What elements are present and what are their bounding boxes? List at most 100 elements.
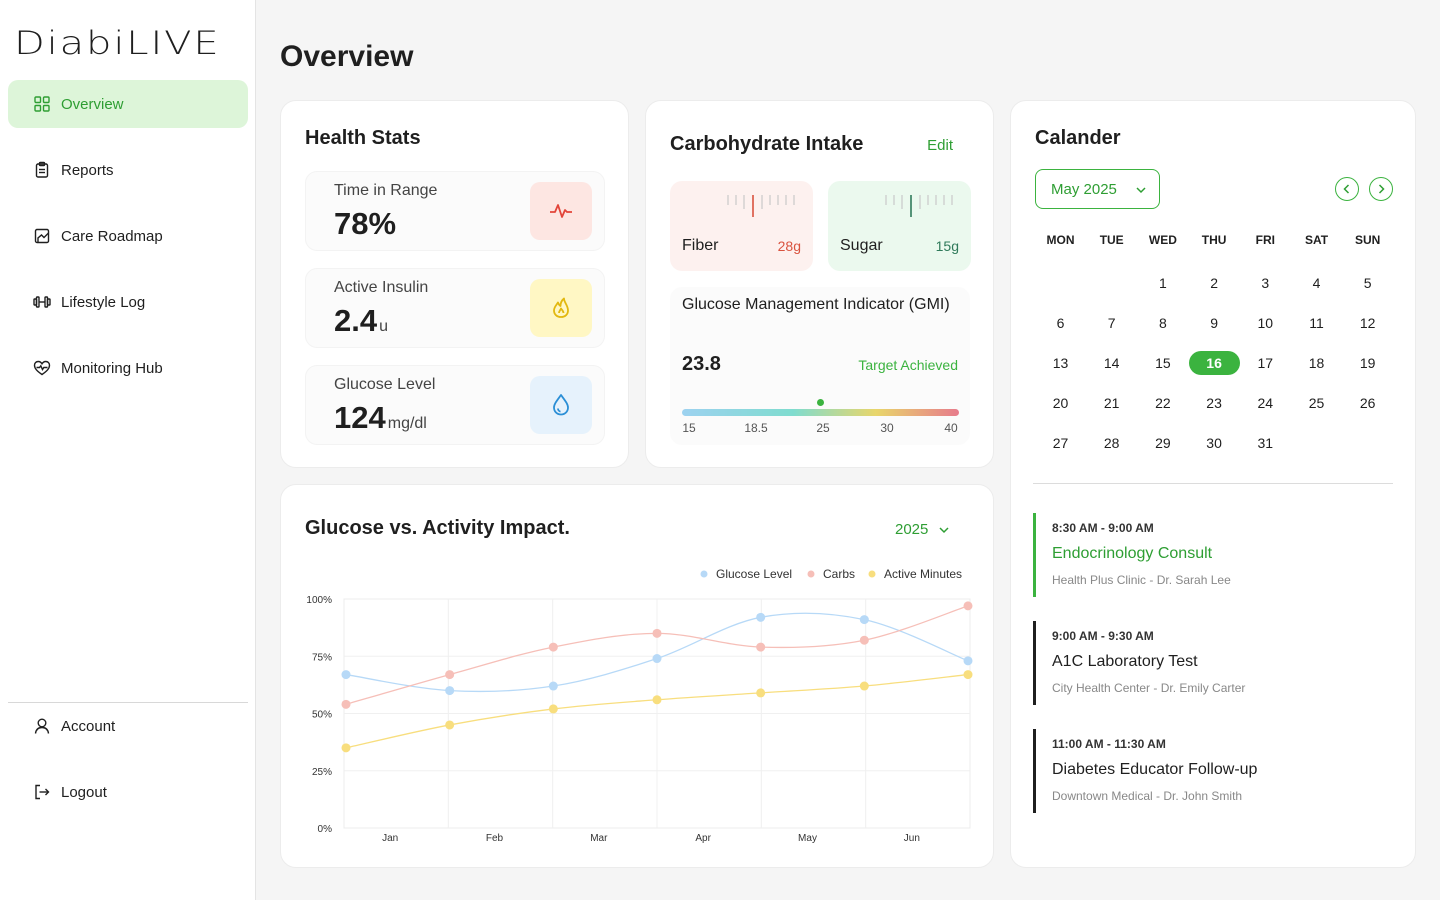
sidebar-item-overview[interactable]: Overview xyxy=(8,80,248,128)
calendar-day[interactable]: 5 xyxy=(1363,275,1372,291)
gmi-status: Target Achieved xyxy=(858,357,958,373)
event-item[interactable]: 8:30 AM - 9:00 AM Endocrinology Consult … xyxy=(1033,513,1393,597)
active-minutes-point xyxy=(445,720,455,730)
event-title: Diabetes Educator Follow-up xyxy=(1052,761,1258,778)
sidebar-item-label: Overview xyxy=(61,95,124,113)
page-title: Overview xyxy=(280,40,414,73)
calendar-day[interactable]: 21 xyxy=(1103,395,1120,411)
sidebar-item-lifestyle-log[interactable]: Lifestyle Log xyxy=(8,278,248,326)
chevron-left-icon xyxy=(1343,184,1350,194)
event-place: City Health Center - Dr. Emily Carter xyxy=(1052,681,1246,695)
x-tick-label: May xyxy=(798,833,817,844)
calendar-day[interactable]: 23 xyxy=(1206,395,1222,411)
weekday-header: SUN xyxy=(1355,233,1381,247)
legend-active-minutes-swatch xyxy=(868,570,876,578)
year-select[interactable]: 2025 xyxy=(895,521,950,538)
calendar-day[interactable]: 25 xyxy=(1308,395,1325,411)
sugar-label: Sugar xyxy=(840,237,883,254)
event-place: Health Plus Clinic - Dr. Sarah Lee xyxy=(1052,573,1231,587)
chevron-down-icon xyxy=(1136,187,1146,194)
calendar-day[interactable]: 30 xyxy=(1206,435,1222,451)
clipboard-icon xyxy=(33,161,51,179)
carbs-point xyxy=(756,642,766,652)
calendar-day[interactable]: 17 xyxy=(1257,355,1274,371)
calendar-day[interactable]: 28 xyxy=(1103,435,1120,451)
fiber-label: Fiber xyxy=(682,237,719,254)
sidebar-item-label: Logout xyxy=(61,783,107,801)
grid-icon xyxy=(33,95,51,113)
prev-month-button[interactable] xyxy=(1335,177,1359,201)
calendar-day[interactable]: 12 xyxy=(1359,315,1376,331)
calendar-day[interactable]: 7 xyxy=(1107,315,1116,331)
glucose-level-point xyxy=(548,681,558,691)
calendar-day[interactable]: 26 xyxy=(1359,395,1376,411)
sidebar-item-label: Monitoring Hub xyxy=(61,359,163,377)
y-tick-label: 100% xyxy=(306,595,332,606)
glucose-level-point xyxy=(445,686,455,696)
calendar-day[interactable]: 20 xyxy=(1052,395,1069,411)
sidebar-item-monitoring-hub[interactable]: Monitoring Hub xyxy=(8,344,248,392)
calendar-day-today[interactable]: 16 xyxy=(1188,351,1240,375)
pulse-icon xyxy=(530,182,592,240)
calendar-day[interactable]: 2 xyxy=(1210,275,1218,291)
health-stats-card: Health Stats Time in Range 78% Active In… xyxy=(280,100,629,468)
x-tick-label: Jun xyxy=(904,833,920,844)
gmi-tick: 18.5 xyxy=(744,421,768,435)
x-tick-label: Mar xyxy=(590,833,608,844)
next-month-button[interactable] xyxy=(1369,177,1393,201)
event-item[interactable]: 9:00 AM - 9:30 AM A1C Laboratory Test Ci… xyxy=(1033,621,1393,705)
edit-carb-button[interactable]: Edit xyxy=(927,137,953,154)
calendar-day[interactable]: 18 xyxy=(1308,355,1325,371)
legend-glucose-level-swatch xyxy=(700,570,708,578)
event-time: 11:00 AM - 11:30 AM xyxy=(1052,737,1166,751)
calendar-day[interactable]: 9 xyxy=(1210,315,1218,331)
legend-active-minutes-label: Active Minutes xyxy=(884,567,962,581)
calendar-day[interactable]: 10 xyxy=(1257,315,1274,331)
health-stats-title: Health Stats xyxy=(305,127,421,149)
sidebar-item-account[interactable]: Account xyxy=(8,702,248,750)
event-item[interactable]: 11:00 AM - 11:30 AM Diabetes Educator Fo… xyxy=(1033,729,1393,813)
calendar-day[interactable]: 27 xyxy=(1052,435,1069,451)
gmi-box: Glucose Management Indicator (GMI) 23.8 … xyxy=(670,287,970,445)
calendar-day[interactable]: 1 xyxy=(1158,275,1167,291)
logout-icon xyxy=(33,783,51,801)
glucose-level-point xyxy=(963,656,973,666)
sidebar-item-reports[interactable]: Reports xyxy=(8,146,248,194)
droplet-icon xyxy=(530,376,592,434)
calendar-card: Calander May 2025 MON TUE WED THU FRI SAT SUN 1… xyxy=(1010,100,1416,868)
glucose-level-stat: Glucose Level 124 mg/dl xyxy=(305,365,605,445)
calendar-day[interactable]: 31 xyxy=(1257,435,1274,451)
calendar-day[interactable]: 4 xyxy=(1312,275,1321,291)
sidebar-item-logout[interactable]: Logout xyxy=(8,768,248,816)
glucose-activity-card: Glucose vs. Activity Impact. 2025 0% 25% 5… xyxy=(280,484,994,868)
calendar-day[interactable]: 15 xyxy=(1155,355,1171,371)
y-tick-label: 0% xyxy=(318,824,333,835)
app-logo[interactable]: DiabiLIVE xyxy=(14,24,221,62)
fiber-amount: 28g xyxy=(777,238,801,254)
glucose-level-point xyxy=(652,654,662,664)
glucose-activity-chart: 0% 25% 50% 75% 100% Jan Feb Mar Apr May Jun Glucose… xyxy=(306,567,973,844)
sidebar: DiabiLIVE Overview Reports Care Roadmap … xyxy=(0,0,256,900)
year-select-label: 2025 xyxy=(895,521,929,538)
calendar-day[interactable]: 8 xyxy=(1158,315,1167,331)
legend-carbs-swatch xyxy=(807,570,815,578)
calendar-day[interactable]: 22 xyxy=(1155,395,1171,411)
calendar-day[interactable]: 19 xyxy=(1359,355,1376,371)
calendar-day[interactable]: 3 xyxy=(1261,275,1270,291)
fiber-box: Fiber 28g xyxy=(670,181,813,271)
glucose-level-point xyxy=(341,670,351,680)
calendar-day[interactable]: 11 xyxy=(1309,315,1324,331)
glucose-level-label: Glucose Level xyxy=(334,376,436,393)
calendar-day[interactable]: 24 xyxy=(1257,395,1274,411)
glucose-level-value: 124 mg/dl xyxy=(334,400,427,435)
x-tick-label: Apr xyxy=(695,833,711,844)
carbs-point xyxy=(652,628,662,638)
calendar-day[interactable]: 13 xyxy=(1052,355,1069,371)
calendar-day[interactable]: 14 xyxy=(1103,355,1120,371)
active-minutes-point xyxy=(963,670,973,680)
active-insulin-value: 2.4 u xyxy=(334,303,389,338)
month-select[interactable]: May 2025 xyxy=(1035,169,1160,209)
sidebar-item-care-roadmap[interactable]: Care Roadmap xyxy=(8,212,248,260)
calendar-day[interactable]: 29 xyxy=(1155,435,1171,451)
calendar-day[interactable]: 6 xyxy=(1056,315,1065,331)
